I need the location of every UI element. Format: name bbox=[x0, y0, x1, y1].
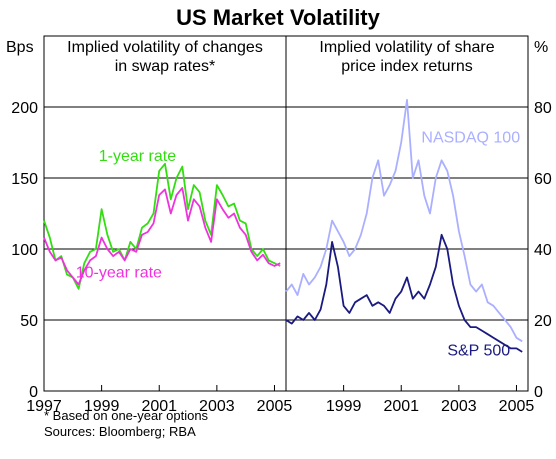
x-tick-label: 2001 bbox=[383, 398, 419, 415]
series-label-1-year-rate: 1-year rate bbox=[99, 148, 176, 165]
x-tick-label: 2003 bbox=[199, 398, 235, 415]
x-tick-label: 1999 bbox=[84, 398, 120, 415]
left-y-tick-label: 200 bbox=[11, 100, 38, 117]
panel-title-line: Implied volatility of changes bbox=[67, 39, 263, 56]
left-unit-label: Bps bbox=[6, 39, 34, 56]
series-line-s-p-500 bbox=[285, 233, 523, 353]
x-tick-label: 1999 bbox=[326, 398, 362, 415]
x-tick-label: 2001 bbox=[141, 398, 177, 415]
left-y-tick-label: 100 bbox=[11, 242, 38, 259]
footnote-options: * Based on one-year options bbox=[44, 408, 209, 423]
series-line-10-year-rate bbox=[43, 186, 281, 286]
right-y-tick-label: 60 bbox=[534, 171, 552, 188]
panel-title-line: price index returns bbox=[341, 58, 473, 75]
series-label-10-year-rate: 10-year rate bbox=[76, 264, 162, 281]
x-tick-label: 2005 bbox=[499, 398, 535, 415]
x-tick-label: 1997 bbox=[26, 398, 62, 415]
chart-title: US Market Volatility bbox=[176, 5, 381, 30]
right-y-tick-label: 0 bbox=[534, 384, 543, 401]
series-label-nasdaq-100: NASDAQ 100 bbox=[421, 130, 520, 147]
x-tick-label: 2005 bbox=[257, 398, 293, 415]
right-y-tick-label: 20 bbox=[534, 313, 552, 330]
left-y-tick-label: 150 bbox=[11, 171, 38, 188]
right-y-tick-label: 40 bbox=[534, 242, 552, 259]
right-unit-label: % bbox=[534, 39, 548, 56]
panel-title-line: in swap rates* bbox=[115, 58, 216, 75]
x-tick-labels: 1997 1999 2001 2003 2005 1999 2001 2003 2005 bbox=[26, 398, 534, 415]
y-tick-labels: 0 50 100 150 200 0 20 40 60 80 bbox=[11, 100, 552, 401]
series-line-nasdaq-100 bbox=[285, 99, 523, 343]
series-line-1-year-rate bbox=[43, 162, 281, 290]
series-label-s-p-500: S&P 500 bbox=[447, 343, 510, 360]
left-y-tick-label: 0 bbox=[29, 384, 38, 401]
x-tick-label: 2003 bbox=[441, 398, 477, 415]
panel-titles: Implied volatility of changes in swap rat… bbox=[67, 39, 495, 75]
series-labels: 1-year rate 10-year rate NASDAQ 100 S&P 500 bbox=[76, 130, 521, 360]
left-y-tick-label: 50 bbox=[20, 313, 38, 330]
footnote-sources: Sources: Bloomberg; RBA bbox=[44, 424, 196, 439]
panel-title-line: Implied volatility of share bbox=[319, 39, 494, 56]
right-y-tick-label: 80 bbox=[534, 100, 552, 117]
series-layer bbox=[43, 99, 523, 353]
